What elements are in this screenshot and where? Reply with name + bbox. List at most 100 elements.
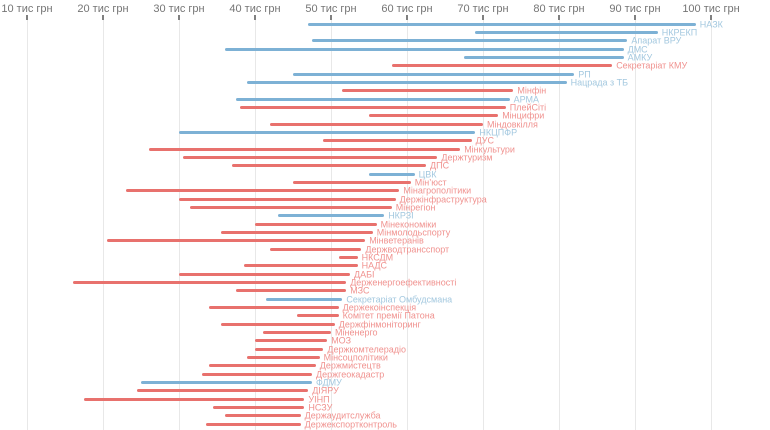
range-bar[interactable]	[137, 389, 309, 393]
bar-label: Держфінмоніторинг	[338, 319, 421, 329]
range-bar[interactable]	[224, 47, 624, 51]
range-bar[interactable]	[338, 255, 358, 259]
range-bar[interactable]	[209, 364, 316, 368]
bar-label: ДМС	[627, 44, 648, 54]
range-bar[interactable]	[201, 372, 312, 376]
axis-tick	[254, 15, 256, 20]
range-bar[interactable]	[308, 22, 696, 26]
bar-label: ДУС	[475, 135, 495, 146]
bar-label: НКРЗІ	[388, 210, 414, 221]
bar-label: НКСДМ	[361, 252, 394, 263]
axis-tick	[558, 15, 560, 20]
axis-tick	[406, 15, 408, 20]
bar-label: НКРЕКП	[661, 27, 698, 38]
bar-label: Мінекономіки	[380, 219, 437, 229]
bar-label: Держекоінспекція	[342, 302, 417, 313]
bar-label: ПлейСіті	[509, 102, 547, 113]
range-bar[interactable]	[236, 97, 510, 101]
bar-label: Мін’юст	[414, 177, 447, 188]
range-bar[interactable]	[72, 280, 347, 284]
axis-tick	[330, 15, 332, 20]
axis-tick-label: 70 тис грн	[457, 3, 509, 15]
bar-label: ФДМУ	[316, 377, 342, 388]
gridline	[710, 20, 712, 430]
bar-label: Секретаріат Омбудсмана	[346, 294, 453, 304]
range-bar[interactable]	[270, 122, 483, 126]
range-bar[interactable]	[213, 405, 305, 409]
bar-label: МЗС	[350, 285, 370, 296]
range-bar[interactable]	[293, 72, 575, 76]
bar-label: Апарат ВРУ	[631, 35, 682, 46]
bar-label: Мінветеранів	[369, 235, 424, 246]
range-bar[interactable]	[179, 197, 396, 201]
bar-label: НАЗК	[699, 19, 723, 29]
axis-tick-label: 100 тис грн	[682, 3, 740, 15]
axis-tick-label: 80 тис грн	[533, 3, 585, 15]
range-bar[interactable]	[293, 180, 411, 184]
range-bar[interactable]	[255, 222, 377, 226]
range-bar[interactable]	[277, 214, 385, 218]
bar-label: Міндовкілля	[487, 119, 538, 129]
range-bar[interactable]	[266, 297, 343, 301]
axis-tick-label: 20 тис грн	[77, 3, 129, 15]
range-bar[interactable]	[475, 30, 658, 34]
range-bar[interactable]	[243, 264, 358, 268]
bar-label: Міненерго	[335, 327, 378, 338]
axis-tick	[710, 15, 712, 20]
bar-label: Мінрегіон	[395, 202, 436, 213]
bar-label: Держкомтелерадіо	[327, 344, 406, 354]
gridline	[558, 20, 560, 430]
bar-label: Мінмолодьспорту	[376, 227, 451, 238]
bar-label: РП	[578, 69, 591, 79]
range-bar[interactable]	[190, 205, 392, 209]
range-bar[interactable]	[247, 80, 567, 84]
bar-label: АМКУ	[627, 52, 653, 63]
range-bar[interactable]	[323, 139, 472, 143]
range-bar[interactable]	[270, 247, 362, 251]
range-bar[interactable]	[224, 414, 301, 418]
range-bar[interactable]	[205, 422, 301, 426]
bar-label: Держінфраструктура	[399, 194, 487, 204]
bar-label: ЦВК	[418, 169, 437, 179]
axis-tick-label: 10 тис грн	[1, 3, 53, 15]
bar-label: НСЗУ	[308, 402, 333, 413]
bar-label: Держаудитслужба	[304, 410, 381, 421]
bar-label: НАДС	[361, 260, 387, 271]
bar-label: ДІЯРУ	[312, 385, 339, 396]
bar-label: Держтуризм	[441, 152, 493, 163]
range-bar[interactable]	[148, 147, 461, 151]
range-bar[interactable]	[232, 164, 426, 168]
axis-tick-label: 90 тис грн	[609, 3, 661, 15]
range-bar[interactable]	[220, 322, 335, 326]
range-bar[interactable]	[236, 289, 347, 293]
range-bar[interactable]	[239, 105, 506, 109]
axis-tick-label: 50 тис грн	[305, 3, 357, 15]
range-bar[interactable]	[262, 330, 331, 334]
bar-label: ДАБІ	[354, 269, 375, 279]
range-bar[interactable]	[182, 155, 438, 159]
axis-tick-label: 30 тис грн	[153, 3, 205, 15]
range-bar[interactable]	[255, 339, 328, 343]
range-bar[interactable]	[342, 89, 514, 93]
range-bar[interactable]	[464, 55, 624, 59]
bar-label: Мінфін	[517, 85, 547, 96]
range-bar[interactable]	[255, 347, 324, 351]
bar-label: Держгеокадастр	[316, 369, 385, 379]
range-bar[interactable]	[106, 239, 366, 243]
bar-label: Мінсоцполітики	[323, 352, 388, 363]
range-bar[interactable]	[296, 314, 339, 318]
range-bar[interactable]	[179, 130, 476, 134]
bar-label: УІНП	[308, 394, 330, 404]
range-bar[interactable]	[179, 272, 350, 276]
range-bar[interactable]	[391, 64, 613, 68]
range-bar[interactable]	[312, 39, 628, 43]
range-bar[interactable]	[209, 305, 339, 309]
axis-tick	[26, 15, 28, 20]
range-bar[interactable]	[369, 172, 415, 176]
range-bar[interactable]	[125, 189, 400, 193]
range-bar[interactable]	[247, 355, 320, 359]
range-bar[interactable]	[84, 397, 305, 401]
range-bar[interactable]	[220, 230, 373, 234]
range-bar[interactable]	[141, 380, 312, 384]
range-bar[interactable]	[369, 114, 499, 118]
